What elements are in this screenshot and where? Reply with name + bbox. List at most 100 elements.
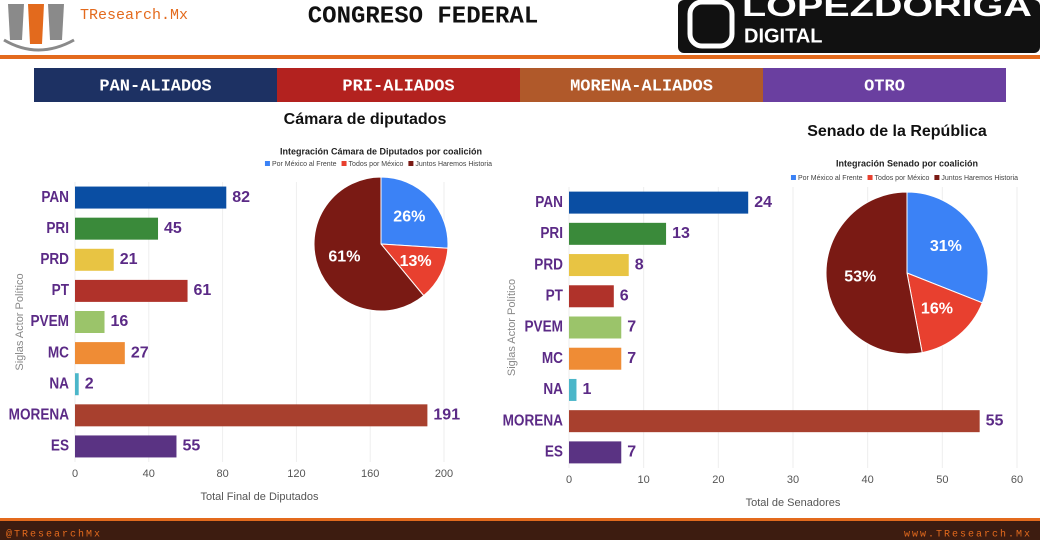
category-label: PT (546, 288, 563, 305)
x-tick-label: 120 (287, 468, 305, 480)
legend-swatch (934, 175, 940, 180)
y-axis-title: Siglas Actor Político (14, 273, 26, 370)
bar (75, 435, 177, 458)
legend-swatch (341, 161, 347, 166)
value-label: 191 (433, 407, 460, 424)
pie-title: Integración Senado por coalición (836, 158, 978, 168)
legend-swatch (264, 161, 270, 166)
slice-label: 13% (400, 253, 432, 270)
legend-label: Todos por México (349, 161, 404, 168)
value-label: 82 (232, 189, 250, 206)
category-label: PVEM (525, 319, 563, 336)
chart-title: Senado de la República (807, 123, 987, 140)
bar (75, 373, 79, 396)
category-label: MORENA (503, 412, 564, 429)
category-label: NA (49, 376, 69, 393)
slice-label: 31% (930, 238, 962, 255)
bar (75, 342, 125, 365)
bar (75, 186, 227, 209)
x-tick-label: 80 (216, 468, 228, 480)
category-label: NA (543, 381, 563, 398)
chart-title: Cámara de diputados (284, 111, 447, 128)
x-tick-label: 20 (712, 474, 724, 486)
bar (569, 441, 622, 464)
legend-swatch (790, 175, 796, 180)
category-label: PRD (40, 251, 69, 268)
footer-left: @TResearchMx (6, 529, 102, 540)
page-title: CONGRESO FEDERAL (308, 3, 538, 30)
category-label: PRD (534, 256, 563, 273)
value-label: 7 (627, 319, 636, 336)
value-label: 7 (627, 444, 636, 461)
bar (75, 217, 159, 240)
value-label: 8 (635, 256, 644, 273)
bar (569, 410, 980, 433)
value-label: 24 (754, 194, 772, 211)
x-tick-label: 0 (72, 468, 78, 480)
bar (75, 279, 188, 302)
pie-slice (825, 191, 923, 355)
bar (75, 311, 105, 333)
pie-slice (380, 176, 449, 249)
coalition-band (34, 68, 277, 102)
bar (569, 254, 629, 277)
slice-label: 61% (328, 248, 360, 265)
brand-name: TResearch.Mx (80, 7, 188, 24)
legend-label: Todos por México (875, 175, 930, 182)
category-label: PVEM (31, 313, 69, 330)
legend-label: Juntos Haremos Historia (941, 175, 1018, 182)
media-logo-icon (687, 0, 735, 49)
bar (569, 285, 614, 308)
x-axis-title: Total de Senadores (746, 497, 841, 509)
category-label: PRI (540, 225, 563, 242)
coalition-label: OTRO (864, 77, 905, 96)
legend-swatch (867, 175, 873, 180)
x-tick-label: 200 (435, 468, 453, 480)
slice-label: 26% (393, 209, 425, 226)
x-tick-label: 60 (1011, 474, 1023, 486)
bar (569, 191, 749, 214)
coalition-label: PRI-ALIADOS (342, 77, 454, 96)
value-label: 16 (111, 313, 129, 330)
value-label: 7 (627, 350, 636, 367)
footer-bar (0, 520, 1040, 540)
value-label: 1 (582, 381, 591, 398)
legend-label: Por México al Frente (798, 175, 863, 182)
pie-slice (906, 272, 983, 354)
coalition-band (520, 68, 763, 102)
x-tick-label: 40 (862, 474, 874, 486)
media-logo-subtext: DIGITAL (744, 25, 823, 47)
x-tick-label: 0 (566, 474, 572, 486)
legend-label: Juntos Haremos Historia (415, 161, 492, 168)
pie-slice (313, 176, 425, 312)
slice-label: 53% (844, 269, 876, 286)
x-tick-label: 30 (787, 474, 799, 486)
category-label: MORENA (9, 407, 70, 424)
value-label: 45 (164, 220, 182, 237)
bar (569, 222, 667, 245)
media-logo (678, 0, 1040, 53)
legend-swatch (408, 161, 414, 166)
bar (75, 248, 114, 271)
x-axis-title: Total Final de Diputados (200, 491, 319, 503)
slice-label: 16% (921, 300, 953, 317)
x-tick-label: 50 (936, 474, 948, 486)
category-label: PAN (41, 189, 69, 206)
coalition-band (277, 68, 520, 102)
value-label: 55 (182, 438, 200, 455)
coalition-band (763, 68, 1006, 102)
legend-label: Por México al Frente (272, 161, 337, 168)
category-label: MC (48, 344, 69, 361)
value-label: 6 (620, 287, 629, 304)
category-label: PRI (46, 220, 69, 237)
media-logo-text: LOPEZDORIGA (742, 0, 1032, 23)
value-label: 27 (131, 344, 149, 361)
y-axis-title: Siglas Actor Político (506, 279, 518, 376)
footer-right: www.TResearch.Mx (904, 529, 1032, 540)
category-label: MC (542, 350, 563, 367)
bar (569, 378, 577, 401)
bar (569, 316, 622, 339)
value-label: 61 (194, 282, 212, 299)
pie-title: Integración Cámara de Diputados por coal… (280, 146, 482, 156)
